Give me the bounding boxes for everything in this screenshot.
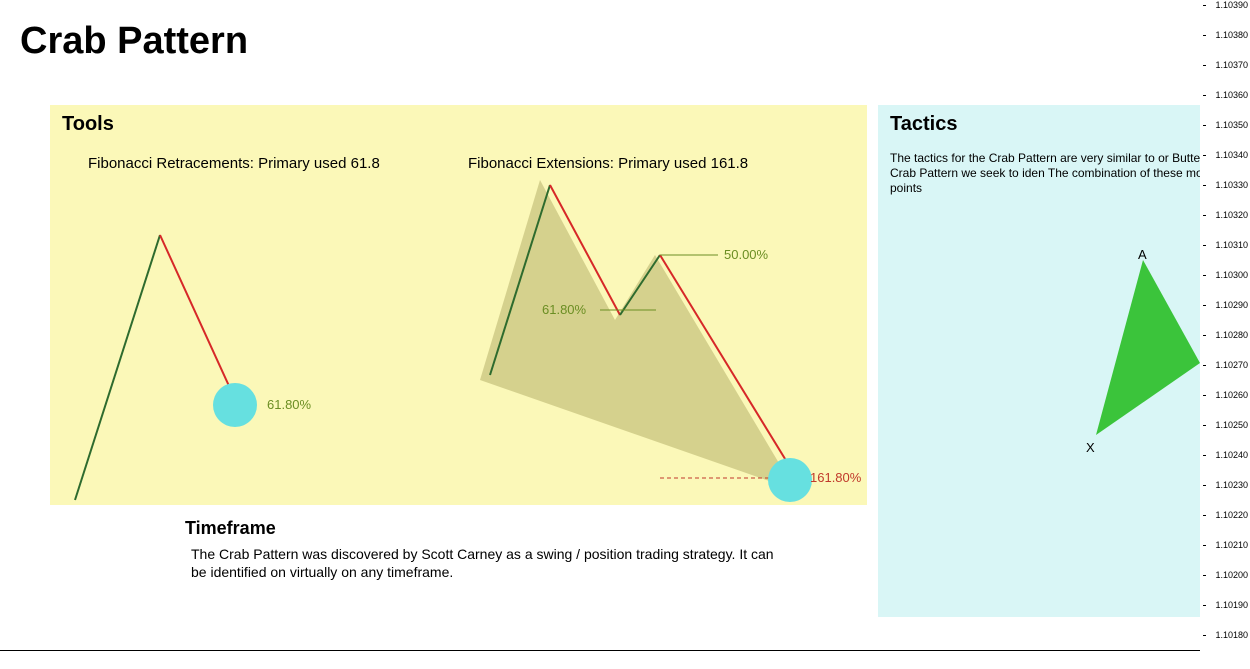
pattern-point-a: A [1138, 247, 1147, 262]
price-tick: 1.10260 [1215, 390, 1248, 400]
price-tick: 1.10290 [1215, 300, 1248, 310]
price-tick: 1.10340 [1215, 150, 1248, 160]
price-tick: 1.10310 [1215, 240, 1248, 250]
price-tick: 1.10270 [1215, 360, 1248, 370]
chart-baseline [0, 650, 1200, 651]
extension-marker [768, 458, 812, 502]
price-tick: 1.10300 [1215, 270, 1248, 280]
price-tick: 1.10210 [1215, 540, 1248, 550]
price-tick: 1.10200 [1215, 570, 1248, 580]
price-tick: 1.10220 [1215, 510, 1248, 520]
extension-fib-50: 50.00% [724, 247, 768, 262]
timeframe-title: Timeframe [185, 518, 785, 539]
tactics-pattern-diagram [878, 105, 1200, 617]
pattern-point-x: X [1086, 440, 1095, 455]
extension-fib-618: 61.80% [542, 302, 586, 317]
page-title: Crab Pattern [20, 20, 248, 63]
price-tick: 1.10280 [1215, 330, 1248, 340]
extension-fib-1618: 161.80% [810, 470, 861, 485]
price-tick: 1.10190 [1215, 600, 1248, 610]
timeframe-block: Timeframe The Crab Pattern was discovere… [185, 518, 785, 581]
price-tick: 1.10380 [1215, 30, 1248, 40]
price-tick: 1.10230 [1215, 480, 1248, 490]
timeframe-body: The Crab Pattern was discovered by Scott… [191, 545, 785, 581]
tools-panel: Tools Fibonacci Retracements: Primary us… [50, 105, 867, 505]
price-tick: 1.10360 [1215, 90, 1248, 100]
tactics-panel: Tactics The tactics for the Crab Pattern… [878, 105, 1200, 617]
extension-diagram [50, 105, 867, 505]
price-tick: 1.10250 [1215, 420, 1248, 430]
price-tick: 1.10370 [1215, 60, 1248, 70]
price-tick: 1.10180 [1215, 630, 1248, 640]
price-tick: 1.10390 [1215, 0, 1248, 10]
price-tick: 1.10350 [1215, 120, 1248, 130]
price-tick: 1.10330 [1215, 180, 1248, 190]
price-tick: 1.10240 [1215, 450, 1248, 460]
price-axis: 1.10390 1.10380 1.10370 1.10360 1.10350 1.103… [1200, 0, 1250, 669]
price-tick: 1.10320 [1215, 210, 1248, 220]
